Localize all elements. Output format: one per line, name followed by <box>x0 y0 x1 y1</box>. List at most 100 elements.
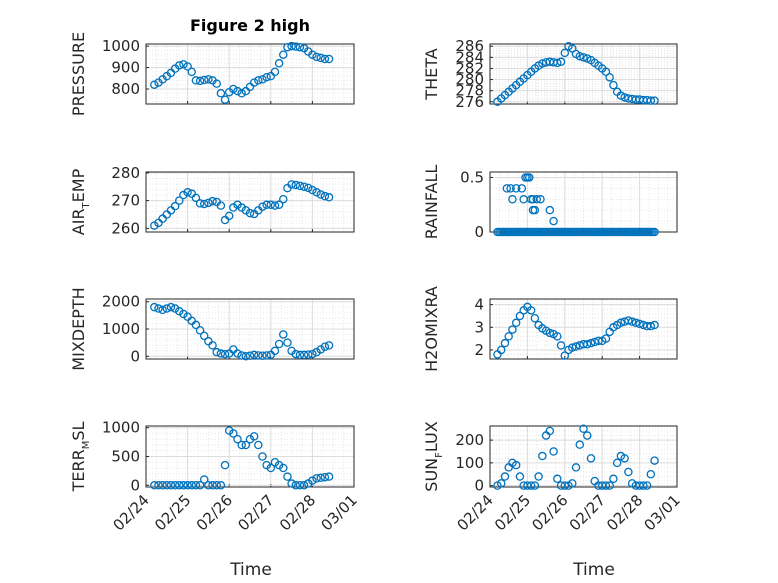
data-point <box>175 61 184 70</box>
data-point <box>616 318 626 328</box>
x-axis-label-right: Time <box>572 560 615 580</box>
data-point <box>560 481 570 490</box>
y-axis-label: PRESSURE <box>69 32 88 116</box>
data-point <box>220 95 230 104</box>
data-point <box>266 463 276 473</box>
y-axis-label-main: PRESSURE <box>69 32 88 116</box>
data-point <box>220 349 230 359</box>
y-tick-label: 276 <box>455 93 484 111</box>
data-point <box>515 472 525 481</box>
y-axis-label-main: H2OMIXRA <box>422 286 441 372</box>
y-tick-label: 1000 <box>102 419 140 437</box>
data-point <box>517 184 527 193</box>
data-point <box>586 454 596 463</box>
y-axis-label-suffix: SL <box>69 422 88 441</box>
data-point <box>150 302 159 312</box>
y-tick-label: 4 <box>474 296 484 314</box>
data-point <box>216 349 226 358</box>
data-point <box>291 349 301 359</box>
data-point <box>568 343 577 352</box>
data-point <box>245 351 255 360</box>
data-point <box>324 341 334 350</box>
data-point <box>279 463 288 473</box>
data-point <box>624 467 633 477</box>
data-point <box>204 75 213 84</box>
y-axis-label-suffix: LUX <box>422 421 441 452</box>
y-axis-label: H2OMIXRA <box>422 286 441 372</box>
data-point <box>262 72 271 82</box>
data-point <box>175 481 184 490</box>
data-point <box>308 50 317 59</box>
data-point <box>162 481 172 490</box>
y-tick-label: 260 <box>111 219 140 237</box>
x-axis-label-left: Time <box>229 560 272 580</box>
data-point <box>150 481 159 490</box>
data-point <box>582 340 592 349</box>
data-point <box>534 472 543 481</box>
data-point <box>241 352 251 361</box>
data-point <box>175 196 184 205</box>
data-point <box>646 96 656 105</box>
data-point <box>575 440 585 449</box>
data-point <box>266 200 276 210</box>
data-point <box>212 79 221 88</box>
axes-frame <box>489 298 678 360</box>
data-point <box>170 201 180 211</box>
data-point <box>249 350 259 360</box>
y-tick-label: 278 <box>455 82 484 100</box>
data-point <box>295 181 305 191</box>
y-axis-label: RAINFALL <box>422 165 441 240</box>
h2omixra-subplot: 2 3 4 H2OMIXRA <box>422 286 678 372</box>
data-point <box>166 481 176 490</box>
y-axis-label: SUNFLUX <box>422 421 445 491</box>
data-point <box>166 302 176 312</box>
data-point <box>195 199 205 208</box>
data-point <box>204 481 213 490</box>
data-point <box>279 330 288 339</box>
data-point <box>249 432 259 441</box>
data-point <box>299 182 309 191</box>
data-point <box>508 325 517 334</box>
data-point <box>530 481 540 490</box>
rainfall-subplot: 0 0.5 RAINFALL <box>422 165 678 241</box>
data-point <box>620 454 629 463</box>
data-point <box>650 96 659 105</box>
data-point <box>158 481 167 490</box>
y-tick-label: 2 <box>474 341 484 359</box>
data-point <box>303 350 313 359</box>
data-point <box>283 42 292 52</box>
data-point <box>612 458 622 468</box>
y-tick-label: 0 <box>474 477 484 495</box>
data-point <box>496 345 506 355</box>
data-point <box>241 440 251 450</box>
data-point <box>199 199 209 209</box>
data-point <box>224 211 234 221</box>
data-point <box>187 67 197 77</box>
data-point <box>183 62 192 71</box>
data-point <box>579 424 588 433</box>
data-point <box>283 472 292 481</box>
data-point <box>262 351 271 360</box>
data-point <box>545 328 555 338</box>
data-point <box>183 188 192 197</box>
data-point <box>233 349 242 358</box>
data-point <box>605 481 614 490</box>
y-tick-label: 800 <box>111 80 140 98</box>
axes-frame <box>145 171 355 233</box>
data-point <box>274 339 284 349</box>
data-point <box>175 307 184 316</box>
data-point <box>316 473 325 483</box>
data-point <box>204 198 213 208</box>
data-point <box>162 304 172 313</box>
data-point <box>237 351 246 360</box>
y-tick-label: 200 <box>455 431 484 449</box>
data-point <box>283 338 292 347</box>
data-point <box>642 481 652 490</box>
data-point <box>299 350 309 360</box>
data-point <box>179 60 188 69</box>
y-axis-label: MIXDEPTH <box>69 287 88 370</box>
data-point <box>195 76 205 86</box>
data-point <box>191 481 201 490</box>
data-point <box>646 321 656 331</box>
data-point <box>650 320 659 330</box>
